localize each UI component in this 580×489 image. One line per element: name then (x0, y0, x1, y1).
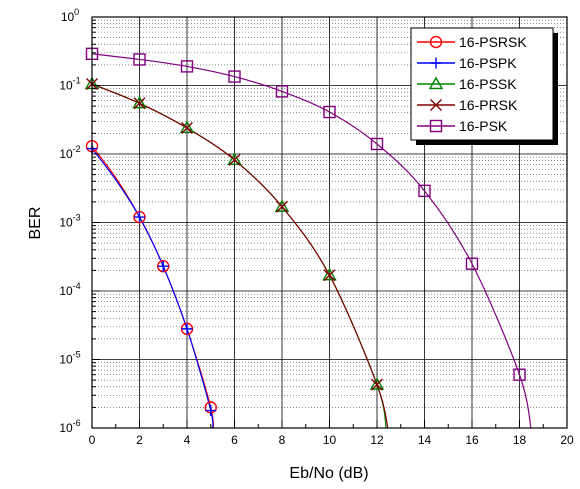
data-point-16-psk (275, 85, 289, 98)
data-point-16-pssk (274, 199, 290, 212)
y-tick-label: 10-2 (59, 144, 80, 161)
data-point-16-pspk (134, 211, 145, 223)
data-point-16-pssk (179, 120, 195, 134)
data-point-16-prsk (323, 269, 336, 282)
legend-label: 16-PSRSK (459, 34, 527, 50)
y-tick-label: 100 (61, 7, 79, 24)
legend-marker (430, 99, 442, 111)
legend: 16-PSRSK 16-PSPK 16-PSSK 16-PRSK 16-PSK (410, 27, 558, 145)
data-point-16-prsk (228, 153, 241, 166)
x-tick-label: 16 (465, 433, 479, 447)
y-tick-label: 10-3 (59, 213, 80, 230)
data-point-16-pssk (132, 95, 147, 109)
y-tick-label: 10-1 (59, 76, 80, 93)
tick-labels: 100 10-1 10-2 10-3 10-4 10-5 10-6 0 2 4 6 8 10 12 14 16… (59, 7, 574, 447)
data-point-16-pssk (227, 152, 242, 166)
legend-label: 16-PSSK (459, 76, 517, 92)
x-tick-label: 20 (560, 433, 574, 447)
data-point-16-psk (513, 368, 526, 381)
data-point-16-prsk (181, 121, 193, 134)
tick-marks (91, 16, 568, 429)
data-point-16-psk (180, 60, 194, 73)
series-line-16-psk (92, 53, 532, 428)
data-point-16-psk (133, 53, 146, 66)
legend-marker (429, 35, 443, 49)
data-point-16-pssk (369, 377, 385, 390)
legend-marker (429, 119, 443, 133)
data-point-16-pssk (322, 267, 337, 281)
y-tick-label: 10-6 (59, 418, 80, 435)
series-line-16-prsk (92, 83, 389, 428)
legend-marker (430, 57, 442, 69)
legend-label: 16-PSPK (459, 55, 517, 71)
y-tick-label: 10-4 (59, 281, 80, 298)
legend-label: 16-PRSK (459, 97, 518, 113)
y-tick-label: 10-5 (59, 350, 80, 367)
data-point-16-prsk (133, 97, 146, 110)
data-point-16-pspk (181, 323, 193, 335)
data-point-16-psk (228, 70, 241, 83)
legend-marker (428, 76, 444, 90)
data-point-16-pspk (205, 405, 217, 417)
data-point-16-pspk (157, 260, 169, 272)
data-point-16-prsk (371, 378, 383, 391)
data-point-16-psk (465, 257, 479, 270)
y-axis-label: BER (27, 207, 44, 240)
x-tick-label: 0 (89, 433, 96, 447)
legend-label: 16-PSK (459, 118, 508, 134)
data-point-16-prsk (276, 200, 288, 213)
x-tick-label: 2 (136, 433, 143, 447)
grid-lines (91, 16, 568, 429)
x-tick-label: 6 (231, 433, 238, 447)
x-tick-label: 14 (418, 433, 432, 447)
x-tick-label: 8 (279, 433, 286, 447)
x-tick-label: 12 (370, 433, 384, 447)
data-point-16-psk (418, 184, 431, 198)
x-tick-label: 4 (184, 433, 191, 447)
x-axis-label: Eb/No (dB) (289, 465, 368, 482)
data-point-16-psk (370, 137, 384, 151)
data-point-16-psk (323, 105, 336, 119)
x-tick-label: 18 (513, 433, 527, 447)
x-tick-label: 10 (323, 433, 337, 447)
